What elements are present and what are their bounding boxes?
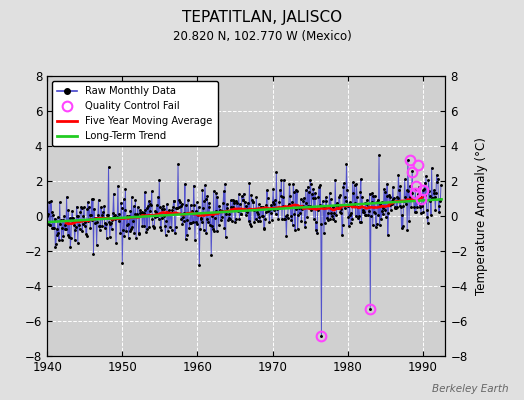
Text: TEPATITLAN, JALISCO: TEPATITLAN, JALISCO bbox=[182, 10, 342, 25]
Text: Berkeley Earth: Berkeley Earth bbox=[432, 384, 508, 394]
Legend: Raw Monthly Data, Quality Control Fail, Five Year Moving Average, Long-Term Tren: Raw Monthly Data, Quality Control Fail, … bbox=[52, 81, 217, 146]
Text: 20.820 N, 102.770 W (Mexico): 20.820 N, 102.770 W (Mexico) bbox=[172, 30, 352, 43]
Y-axis label: Temperature Anomaly (°C): Temperature Anomaly (°C) bbox=[475, 137, 487, 295]
